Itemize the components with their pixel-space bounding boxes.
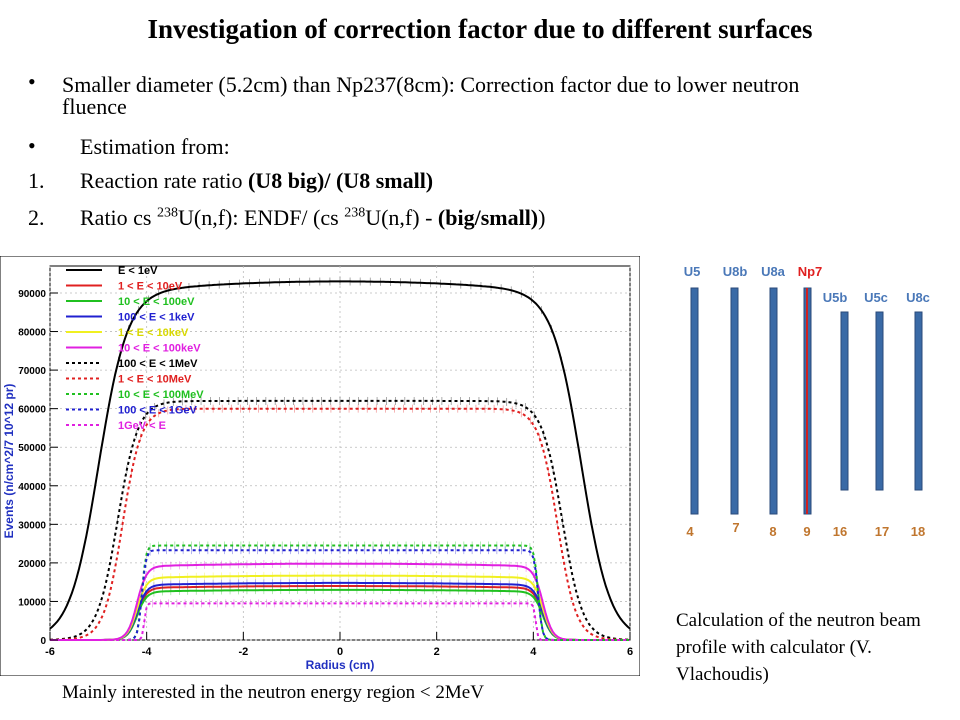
legend-entry: 1 < E < 10eV (118, 281, 183, 293)
legend-entry: 1 < E < 10keV (118, 327, 189, 339)
list-number: 1. (28, 168, 45, 193)
figure-caption: Calculation of the neutron beam profile … (676, 610, 921, 685)
bullet-dot: • (28, 133, 36, 158)
y-tick-label: 10000 (18, 597, 46, 608)
x-axis-label: Radius (cm) (306, 658, 375, 672)
x-tick-label: -2 (238, 646, 248, 658)
legend-entry: 100 < E < 1MeV (118, 358, 198, 370)
y-tick-label: 70000 (18, 366, 46, 377)
y-tick-label: 50000 (18, 443, 46, 454)
legend-entry: 10 < E < 100eV (118, 296, 195, 308)
y-tick-label: 30000 (18, 520, 46, 531)
bullet-text-1: Smaller diameter (5.2cm) than Np237(8cm)… (62, 72, 800, 119)
detector-bar (730, 287, 739, 515)
y-tick-label: 0 (40, 636, 46, 647)
footnote: Mainly interested in the neutron energy … (62, 682, 484, 703)
y-tick-label: 80000 (18, 328, 46, 339)
x-tick-label: 6 (627, 646, 633, 658)
list-number: 2. (28, 205, 45, 230)
legend-entry: 1GeV < E (118, 420, 166, 432)
y-tick-label: 90000 (18, 289, 46, 300)
legend-entry: 10 < E < 100keV (118, 343, 201, 355)
sample-label: U8a (761, 264, 786, 279)
x-tick-label: -4 (142, 646, 153, 658)
x-tick-label: -6 (45, 646, 55, 658)
detector-bar (769, 287, 778, 515)
x-tick-label: 2 (434, 646, 440, 658)
position-label: 9 (803, 524, 810, 539)
legend-entry: 10 < E < 100MeV (118, 389, 204, 401)
y-tick-label: 60000 (18, 405, 46, 416)
bullet-text-2: Estimation from: (80, 134, 230, 159)
sample-label: U8c (906, 290, 930, 305)
legend-entry: 100 < E < 1GeV (118, 405, 198, 417)
detector-bar (914, 311, 923, 491)
position-label: 17 (875, 524, 889, 539)
detector-bar (875, 311, 884, 491)
x-tick-label: 0 (337, 646, 343, 658)
legend-entry: 100 < E < 1keV (118, 312, 195, 324)
legend-entry: 1 < E < 10MeV (118, 374, 192, 386)
numbered-item-2: Ratio cs 238U(n,f): ENDF/ (cs 238U(n,f) … (80, 205, 546, 230)
sample-label: U5b (823, 290, 848, 305)
sample-label: U5 (684, 264, 701, 279)
detector-bar (840, 311, 849, 491)
position-label: 4 (686, 524, 694, 539)
y-tick-label: 40000 (18, 482, 46, 493)
sample-label: U8b (723, 264, 748, 279)
detector-bar (690, 287, 699, 515)
y-axis-label: Events (n/cm^2/7 10^12 pr) (2, 384, 16, 539)
legend-entry: E < 1eV (118, 265, 158, 277)
sample-label: Np7 (798, 264, 823, 279)
beam-profile-chart: -6 -4 -2 0 2 4 6 0 10000 20000 30000 40000 50000 6000… (0, 256, 640, 676)
y-tick-label: 20000 (18, 559, 46, 570)
position-label: 16 (833, 524, 847, 539)
position-label: 18 (911, 524, 925, 539)
series-line (49, 399, 631, 641)
x-tick-label: 4 (530, 646, 537, 658)
bullet-dot: • (28, 69, 36, 94)
position-label: 8 (769, 524, 776, 539)
slide-title: Investigation of correction factor due t… (147, 14, 813, 44)
series-line (50, 549, 630, 641)
numbered-item-1: Reaction rate ratio (U8 big)/ (U8 small) (80, 168, 434, 193)
position-label: 7 (732, 520, 739, 535)
sample-label: U5c (864, 290, 888, 305)
